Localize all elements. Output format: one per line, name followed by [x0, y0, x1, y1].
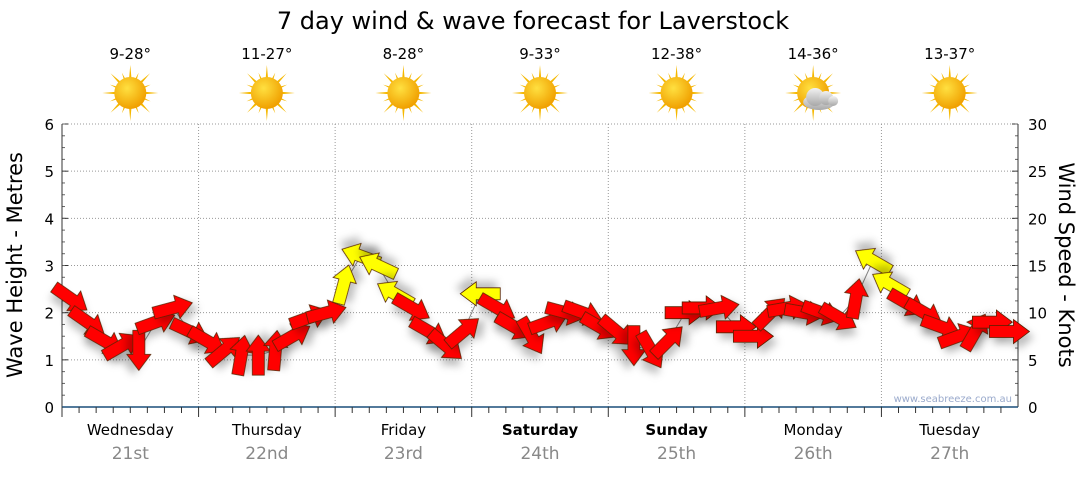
day-temp: 12-38°	[651, 45, 702, 63]
watermark: www.seabreeze.com.au	[894, 394, 1012, 405]
wind-arrow	[732, 323, 775, 350]
wind-arrow	[305, 299, 347, 325]
cloud-part	[828, 96, 839, 106]
y-tick-label: 4	[44, 210, 54, 228]
partly-cloudy-icon	[785, 65, 842, 121]
y2-tick-label: 10	[1028, 305, 1047, 323]
day-name: Sunday	[645, 421, 708, 439]
sun-disc	[933, 77, 966, 109]
sunny-icon	[921, 65, 978, 121]
wind-arrow	[515, 315, 545, 355]
day-name: Friday	[381, 421, 427, 439]
wind-arrow	[359, 252, 400, 280]
day-date: 23rd	[384, 444, 423, 464]
wind-arrow	[443, 318, 480, 350]
wind-arrow	[597, 313, 633, 345]
day-name: Wednesday	[87, 421, 174, 439]
wind-arrows	[50, 242, 1031, 377]
y2-tick-label: 30	[1028, 116, 1047, 134]
y2-tick-label: 0	[1028, 399, 1038, 417]
sunny-icon	[375, 65, 432, 121]
y-tick-label: 2	[44, 305, 54, 323]
y2-tick-label: 15	[1028, 258, 1047, 276]
day-temp: 11-27°	[241, 45, 292, 63]
wind-arrow	[843, 278, 870, 320]
wind-arrow	[854, 247, 894, 277]
day-date: 24th	[520, 444, 559, 464]
sun-disc	[250, 77, 283, 109]
day-date: 21st	[112, 444, 149, 464]
day-date: 22nd	[245, 444, 288, 464]
axes: 0 1 2 3 4 5 6 0 5 10 15 20 25 30	[44, 116, 1047, 417]
y2-axis-label: Wind Speed - Knots	[1054, 162, 1078, 367]
day-temp: 14-36°	[788, 45, 839, 63]
wind-arrow	[229, 334, 255, 377]
sun-disc	[387, 77, 420, 109]
day-name: Thursday	[231, 421, 302, 439]
y2-tick-label: 25	[1028, 163, 1047, 181]
wind-arrow	[151, 294, 193, 320]
wind-arrow	[817, 301, 857, 331]
day-date: 26th	[794, 444, 833, 464]
sunny-icon	[512, 65, 568, 121]
wind-arrow	[698, 294, 740, 320]
y2-tick-label: 20	[1028, 210, 1047, 228]
day-temp: 8-28°	[383, 45, 425, 63]
y-tick-label: 0	[44, 399, 54, 417]
wind-arrow	[649, 326, 683, 360]
sun-disc	[114, 77, 147, 109]
day-labels: Wednesday 21st 9-28° Thursday 22nd 11-27° Frid…	[87, 45, 980, 464]
sunny-icon	[648, 65, 705, 121]
cloud-part	[806, 88, 825, 106]
y2-tick-label: 5	[1028, 352, 1038, 370]
day-temp: 9-33°	[519, 45, 561, 63]
wind-arrow	[126, 329, 152, 372]
wind-arrow	[332, 264, 357, 306]
y-axis-label: Wave Height - Metres	[3, 152, 27, 378]
wind-arrow	[989, 318, 1031, 345]
day-name: Tuesday	[918, 421, 980, 439]
day-name: Monday	[784, 421, 843, 439]
y-tick-label: 3	[44, 258, 54, 276]
day-temp: 13-37°	[924, 45, 975, 63]
chart-title: 7 day wind & wave forecast for Laverstoc…	[277, 7, 789, 35]
y-tick-label: 6	[44, 116, 54, 134]
sunny-icon	[238, 65, 295, 121]
y-tick-label: 1	[44, 352, 54, 370]
sun-disc	[524, 77, 556, 109]
sunny-icon	[102, 65, 159, 121]
day-date: 25th	[657, 444, 696, 464]
day-temp: 9-28°	[110, 45, 152, 63]
cloud	[803, 88, 839, 110]
day-date: 27th	[930, 444, 969, 464]
day-name: Saturday	[502, 421, 579, 439]
grid	[62, 123, 1018, 407]
y-tick-label: 5	[44, 163, 54, 181]
sun-disc	[660, 77, 693, 109]
